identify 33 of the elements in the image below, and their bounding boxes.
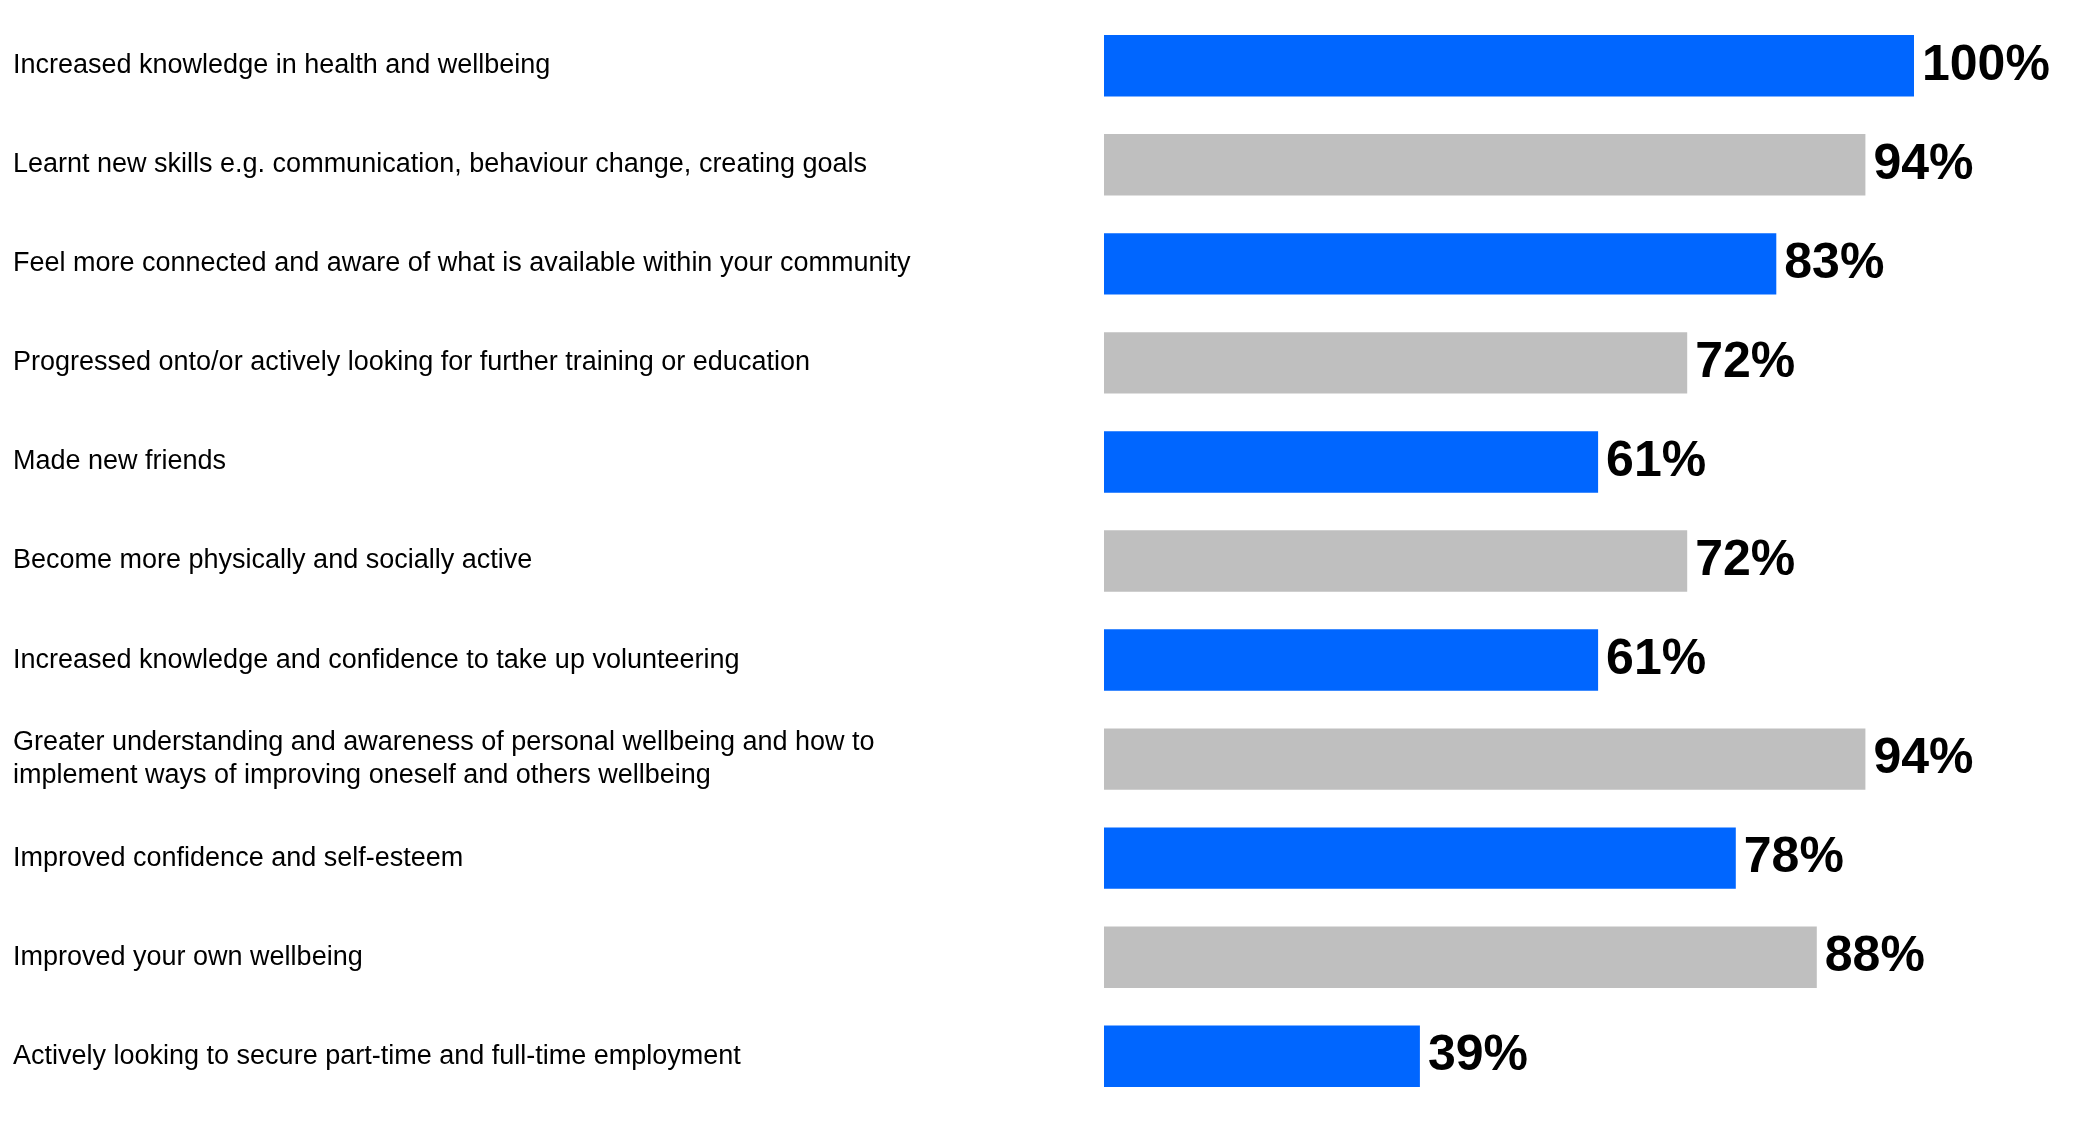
data-label: 83%: [1784, 232, 1885, 289]
bar: [1104, 926, 1817, 988]
y-tick-label: Greater understanding and awareness of personal wellbeing and how to implement ways of improving oneself and others wellbeing: [13, 726, 875, 789]
y-tick-label: Progressed onto/or actively looking for further training or education: [13, 346, 810, 377]
bar: [1104, 35, 1914, 97]
y-tick-label: Made new friends: [13, 445, 227, 476]
y-tick-label: Actively looking to secure part-time and full-time employment: [13, 1039, 742, 1070]
data-label: 94%: [1873, 133, 1974, 190]
bar: [1104, 530, 1688, 592]
y-tick-label: Learnt new skills e.g. communication, behaviour change, creating goals: [13, 148, 867, 179]
data-label: 88%: [1824, 926, 1925, 982]
bar: [1104, 629, 1599, 691]
data-label: 100%: [1922, 34, 2050, 91]
data-label: 94%: [1873, 727, 1974, 784]
bar: [1104, 728, 1866, 790]
bar: [1104, 431, 1599, 493]
bar: [1104, 1025, 1420, 1087]
bar: [1104, 233, 1777, 295]
y-tick-label: Increased knowledge in health and wellbeing: [13, 49, 551, 80]
y-tick-label: Feel more connected and aware of what is available within your community: [13, 247, 911, 278]
bar: [1104, 134, 1866, 196]
data-label: 39%: [1427, 1025, 1528, 1082]
bar: [1104, 332, 1688, 394]
data-label: 61%: [1606, 430, 1707, 487]
y-tick-label: Improved confidence and self-esteem: [13, 841, 464, 872]
y-tick-label: Increased knowledge and confidence to take up volunteering: [13, 643, 740, 674]
y-tick-label: Improved your own wellbeing: [13, 940, 363, 971]
data-label: 61%: [1606, 628, 1707, 685]
y-tick-label: Become more physically and socially active: [13, 544, 533, 575]
data-label: 78%: [1743, 826, 1844, 883]
bar: [1104, 827, 1736, 889]
data-label: 72%: [1695, 529, 1796, 586]
data-label: 72%: [1695, 331, 1796, 388]
